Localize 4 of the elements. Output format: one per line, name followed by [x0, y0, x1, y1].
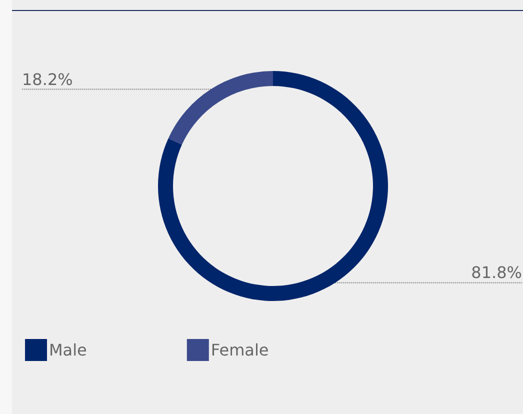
data-label: 81.8%	[471, 263, 522, 282]
legend-label: Female	[210, 340, 269, 360]
data-label: 18.2%	[22, 70, 73, 89]
legend-label: Male	[49, 340, 87, 360]
